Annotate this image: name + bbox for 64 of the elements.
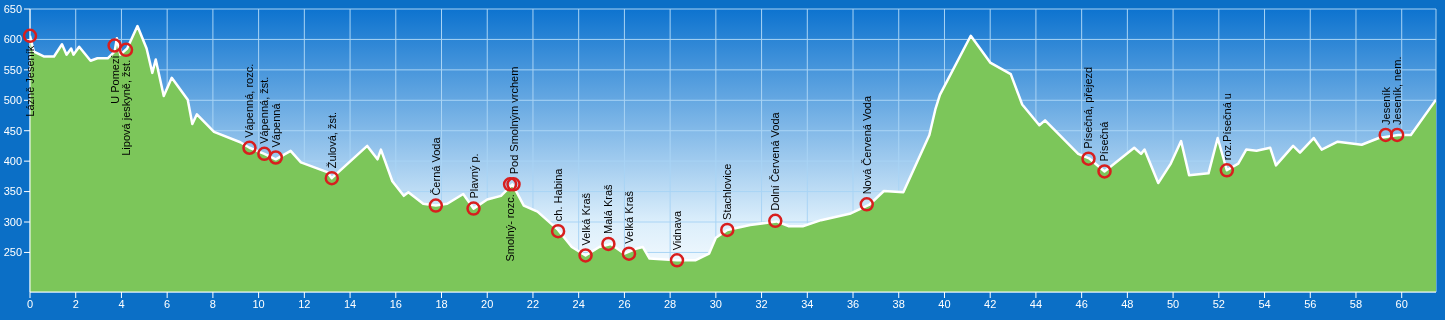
y-tick-label: 450 (3, 124, 22, 137)
x-tick-label: 12 (298, 297, 311, 310)
annotation: Vidnava (670, 209, 683, 251)
annotation: Velká Kraš (579, 192, 592, 246)
annotation: Pod Smolným vrchem (507, 66, 520, 175)
x-tick-label: 34 (801, 297, 814, 310)
annotation: Velká Kraš (622, 190, 635, 244)
annotation: Písečná, přejezd (1082, 66, 1095, 149)
x-tick-label: 48 (1121, 297, 1134, 310)
x-tick-label: 50 (1166, 297, 1180, 310)
x-tick-label: 18 (435, 297, 448, 310)
y-tick-label: 600 (3, 33, 22, 46)
annotation: Vápenná, žst. (258, 76, 271, 144)
x-tick-label: 4 (118, 297, 125, 310)
x-tick-label: 16 (389, 297, 402, 310)
x-tick-label: 2 (72, 297, 79, 310)
x-tick-label: 28 (664, 297, 677, 310)
annotation: Dolní Červená Voda (769, 111, 782, 211)
x-tick-label: 52 (1212, 297, 1225, 310)
x-tick-label: 58 (1349, 297, 1363, 310)
x-tick-label: 10 (252, 297, 265, 310)
annotation: Černá Voda (429, 136, 442, 196)
x-tick-label: 0 (26, 297, 34, 310)
x-tick-label: 30 (709, 297, 722, 310)
annotation: Nová Červená Voda (860, 95, 873, 195)
annotation: Písečná (1098, 120, 1111, 162)
annotation: Vápenná (269, 102, 282, 148)
x-tick-label: 36 (846, 297, 860, 310)
x-tick-label: 24 (572, 297, 585, 310)
annotation: roz.Písečná u (1220, 93, 1233, 161)
y-tick-label: 350 (3, 185, 22, 198)
annotation: U Pomezí (108, 55, 121, 104)
y-tick-label: 550 (3, 63, 22, 76)
x-tick-label: 44 (1029, 297, 1043, 310)
annotation: Lázně Jeseník (24, 45, 36, 117)
annotation: Vápenná, rozc. (243, 63, 256, 138)
annotation: Malá Kraš (602, 183, 615, 234)
x-tick-label: 38 (892, 297, 905, 310)
x-tick-label: 54 (1258, 297, 1271, 310)
y-tick-label: 300 (3, 215, 22, 228)
annotation: Jeseník, nem. (1391, 56, 1404, 125)
x-tick-label: 22 (526, 297, 540, 310)
annotation: Jeseník (1379, 86, 1392, 125)
annotation: Lipová jeskyně, žst. (120, 59, 133, 156)
y-tick-label: 500 (3, 94, 22, 107)
y-tick-label: 250 (3, 246, 22, 259)
annotation: Plavný p. (467, 153, 480, 199)
x-tick-label: 56 (1304, 297, 1317, 310)
annotation: Smolný- rozc. (504, 194, 517, 262)
x-tick-label: 26 (618, 297, 631, 310)
y-tick-label: 650 (3, 2, 22, 15)
x-tick-label: 8 (209, 297, 216, 310)
annotation: Žulová, žst. (325, 111, 338, 169)
x-tick-label: 20 (481, 297, 494, 310)
x-tick-label: 46 (1075, 297, 1088, 310)
y-tick-label: 400 (3, 155, 22, 168)
annotation: ch. Habina (552, 167, 565, 222)
x-tick-label: 42 (984, 297, 997, 310)
x-tick-label: 14 (343, 297, 357, 310)
x-tick-label: 40 (938, 297, 951, 310)
x-tick-label: 6 (164, 297, 171, 310)
x-tick-label: 60 (1395, 297, 1408, 310)
annotation: Stachlovice (721, 163, 734, 220)
x-tick-label: 32 (755, 297, 768, 310)
